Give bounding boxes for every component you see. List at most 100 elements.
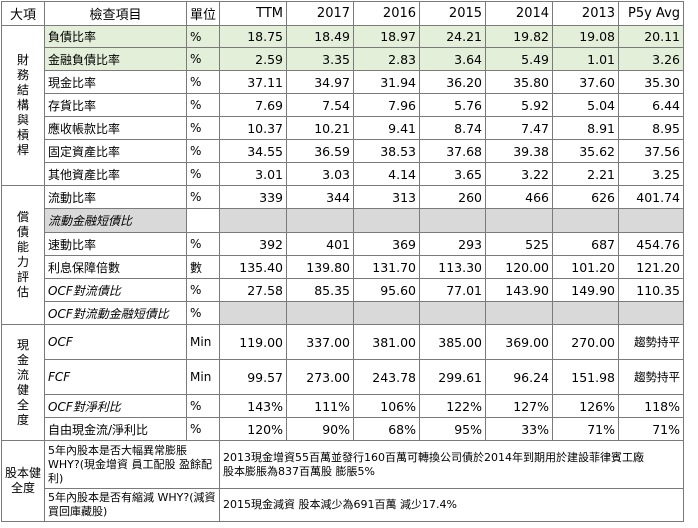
cell-value: 273.00 bbox=[286, 359, 355, 395]
cell-value: 27.58 bbox=[219, 278, 288, 302]
cell-value bbox=[552, 208, 620, 233]
cell-value: 4.14 bbox=[353, 162, 421, 186]
row-label: 現金比率 bbox=[44, 70, 187, 94]
row-unit: % bbox=[185, 70, 221, 94]
cell-value: 37.68 bbox=[419, 139, 487, 163]
header-unit: 單位 bbox=[185, 1, 221, 26]
trend-value: 趨勢持平 bbox=[618, 359, 685, 395]
table-row: OCF對流動金融短債比 % bbox=[2, 301, 685, 325]
cell-value: 113.30 bbox=[419, 255, 487, 279]
category-equity: 股本健全度 bbox=[1, 440, 45, 522]
cell-value: 143% bbox=[219, 394, 288, 418]
cell-value: 110.35 bbox=[618, 278, 685, 302]
cell-value: 2.83 bbox=[353, 47, 421, 71]
cell-value: 5.49 bbox=[485, 47, 554, 71]
cell-value: 118% bbox=[618, 394, 685, 418]
cell-value: 337.00 bbox=[286, 324, 355, 360]
cell-value: 339 bbox=[219, 185, 288, 209]
row-unit: % bbox=[185, 301, 221, 325]
cell-value: 35.80 bbox=[485, 70, 554, 94]
cell-value: 687 bbox=[552, 232, 620, 256]
trend-value: 趨勢持平 bbox=[618, 324, 685, 360]
cell-value: 85.35 bbox=[286, 278, 355, 302]
cell-value: 126% bbox=[552, 394, 620, 418]
cell-value: 68% bbox=[353, 417, 421, 441]
cell-value: 36.59 bbox=[286, 139, 355, 163]
equity-answer-1: 2013現金增資55百萬並發行160百萬可轉換公司債於2014年到期用於建設菲律… bbox=[219, 440, 685, 489]
row-label: 負債比率 bbox=[44, 25, 187, 48]
cell-value: 35.62 bbox=[552, 139, 620, 163]
cell-value bbox=[419, 208, 487, 233]
row-unit: % bbox=[185, 232, 221, 256]
cell-value: 243.78 bbox=[353, 359, 421, 395]
header-2014: 2014 bbox=[485, 1, 554, 26]
row-unit: 數 bbox=[185, 255, 221, 279]
table-row: 固定資產比率 % 34.55 36.59 38.53 37.68 39.38 3… bbox=[2, 139, 685, 163]
table-row: 償債能力評估 流動比率 % 339 344 313 260 466 626 40… bbox=[1, 185, 685, 325]
cell-value: 99.57 bbox=[219, 359, 288, 395]
cell-value: 95% bbox=[419, 417, 487, 441]
table-row: 現金流健全度 OCF Min 119.00 337.00 381.00 385.… bbox=[1, 324, 685, 441]
cell-value: 392 bbox=[219, 232, 288, 256]
cell-value: 7.47 bbox=[485, 116, 554, 140]
table-row: 存貨比率 % 7.69 7.54 7.96 5.76 5.92 5.04 6.4… bbox=[2, 93, 685, 117]
row-label: 流動金融短債比 bbox=[44, 208, 187, 233]
row-unit: % bbox=[185, 185, 221, 209]
row-label: 存貨比率 bbox=[44, 93, 187, 117]
row-label: 流動比率 bbox=[44, 185, 187, 209]
cell-value: 120% bbox=[219, 417, 288, 441]
category-solvency: 償債能力評估 bbox=[1, 185, 45, 325]
cell-value: 3.64 bbox=[419, 47, 487, 71]
cell-value: 18.75 bbox=[219, 25, 288, 48]
cell-value: 5.76 bbox=[419, 93, 487, 117]
cell-value bbox=[219, 301, 288, 325]
cell-value: 8.95 bbox=[618, 116, 685, 140]
cell-value: 5.92 bbox=[485, 93, 554, 117]
row-label: OCF bbox=[44, 324, 187, 360]
cell-value: 19.08 bbox=[552, 25, 620, 48]
cell-value: 119.00 bbox=[219, 324, 288, 360]
cell-value: 3.35 bbox=[286, 47, 355, 71]
cell-value: 36.20 bbox=[419, 70, 487, 94]
table-row: 財務結構與槓桿 負債比率 % 18.75 18.49 18.97 24.21 1… bbox=[1, 25, 685, 186]
row-unit: % bbox=[185, 417, 221, 441]
cell-value: 3.22 bbox=[485, 162, 554, 186]
header-2017: 2017 bbox=[286, 1, 355, 26]
cell-value bbox=[286, 301, 355, 325]
table-row: FCF Min 99.57 273.00 243.78 299.61 96.24… bbox=[2, 359, 685, 395]
cell-value: 6.44 bbox=[618, 93, 685, 117]
table-row: 利息保障倍數 數 135.40 139.80 131.70 113.30 120… bbox=[2, 255, 685, 279]
cell-value: 121.20 bbox=[618, 255, 685, 279]
table-row: 速動比率 % 392 401 369 293 525 687 454.76 bbox=[2, 232, 685, 256]
cell-value: 1.01 bbox=[552, 47, 620, 71]
table-row: OCF對流債比 % 27.58 85.35 95.60 77.01 143.90… bbox=[2, 278, 685, 302]
equity-answer-1-line-1: 2013現金增資55百萬並發行160百萬可轉換公司債於2014年到期用於建設菲律… bbox=[223, 450, 644, 464]
cell-value: 37.11 bbox=[219, 70, 288, 94]
header-row: 大項 檢查項目 單位 TTM 2017 2016 2015 2014 2013 … bbox=[1, 1, 685, 26]
row-label: OCF對流動金融短債比 bbox=[44, 301, 187, 325]
cell-value: 2.21 bbox=[552, 162, 620, 186]
equity-question-2: 5年內股本是否有縮減 WHY?(減資 買回庫藏股) bbox=[43, 488, 221, 522]
cell-value bbox=[353, 208, 421, 233]
cell-value: 466 bbox=[485, 185, 554, 209]
cell-value: 260 bbox=[419, 185, 487, 209]
cell-value: 3.65 bbox=[419, 162, 487, 186]
cell-value: 369 bbox=[353, 232, 421, 256]
cell-value: 454.76 bbox=[618, 232, 685, 256]
row-label: OCF對流債比 bbox=[44, 278, 187, 302]
row-unit: Min bbox=[185, 324, 221, 360]
cell-value: 7.54 bbox=[286, 93, 355, 117]
cell-value: 122% bbox=[419, 394, 487, 418]
cell-value: 24.21 bbox=[419, 25, 487, 48]
row-unit: % bbox=[185, 162, 221, 186]
cell-value: 127% bbox=[485, 394, 554, 418]
row-unit bbox=[185, 208, 221, 233]
cell-value bbox=[485, 301, 554, 325]
cell-value: 10.37 bbox=[219, 116, 288, 140]
table-row: OCF對淨利比 % 143% 111% 106% 122% 127% 126% … bbox=[2, 394, 685, 418]
cell-value: 135.40 bbox=[219, 255, 288, 279]
cell-value: 35.30 bbox=[618, 70, 685, 94]
row-label: 其他資產比率 bbox=[44, 162, 187, 186]
cell-value: 369.00 bbox=[485, 324, 554, 360]
row-unit: % bbox=[185, 93, 221, 117]
